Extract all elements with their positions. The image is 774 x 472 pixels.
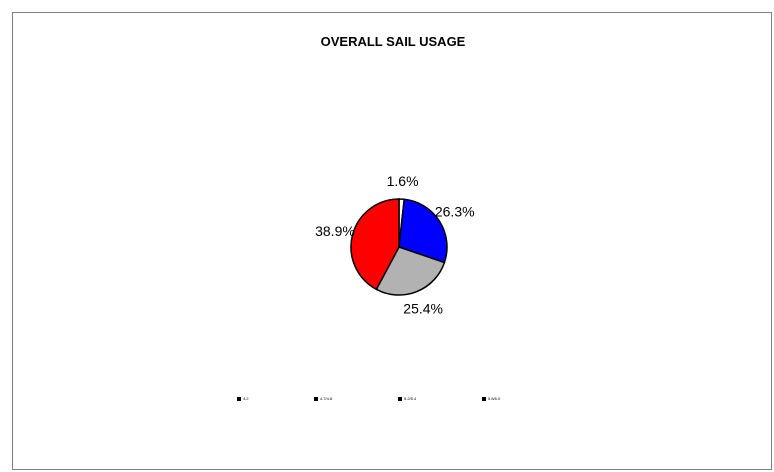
pie-slice-5-8-6-0: [350, 198, 400, 291]
legend-label: 4.2: [243, 396, 249, 401]
legend-item: 5.2/5.4: [398, 396, 416, 401]
legend: 4.2 4.7/4.8 5.2/5.4 5.8/6.0: [13, 396, 773, 410]
legend-swatch: [482, 396, 486, 401]
legend-swatch: [237, 396, 241, 401]
slice-label: 38.9%: [315, 223, 355, 239]
legend-label: 5.2/5.4: [404, 396, 417, 401]
pie-slice-4-7-4-8: [398, 198, 448, 264]
legend-item: 5.8/6.0: [482, 396, 500, 401]
slice-label: 1.6%: [387, 173, 419, 189]
chart-area: OVERALL SAIL USAGE 1.6% 26.3% 25.4% 38.9% 4…: [12, 12, 772, 470]
legend-swatch: [314, 396, 318, 401]
legend-label: 5.8/6.0: [488, 396, 501, 401]
chart-title: OVERALL SAIL USAGE: [320, 34, 466, 49]
legend-label: 4.7/4.8: [320, 396, 333, 401]
legend-item: 4.7/4.8: [314, 396, 332, 401]
slice-label: 26.3%: [435, 204, 475, 220]
legend-swatch: [398, 396, 402, 401]
pie-chart: 1.6% 26.3% 25.4% 38.9%: [315, 173, 475, 316]
slice-label: 25.4%: [403, 300, 443, 316]
legend-item: 4.2: [237, 396, 249, 401]
